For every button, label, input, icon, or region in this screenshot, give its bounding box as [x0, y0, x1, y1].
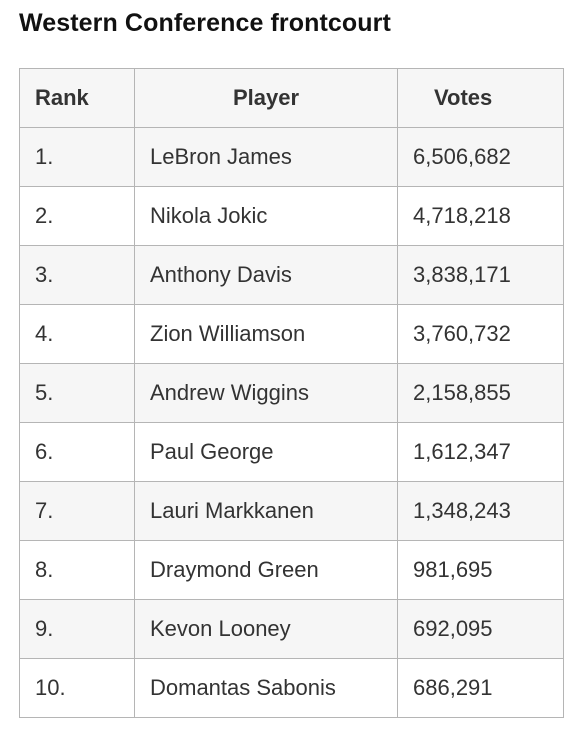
player-cell: LeBron James — [134, 127, 398, 187]
player-cell: Nikola Jokic — [134, 186, 398, 246]
votes-cell: 1,612,347 — [397, 422, 564, 482]
votes-cell: 686,291 — [397, 658, 564, 718]
column-header-rank: Rank — [19, 68, 135, 128]
table-row: 5. Andrew Wiggins 2,158,855 — [19, 363, 564, 423]
page-title: Western Conference frontcourt — [19, 9, 391, 37]
votes-cell: 2,158,855 — [397, 363, 564, 423]
votes-cell: 4,718,218 — [397, 186, 564, 246]
table-row: 7. Lauri Markkanen 1,348,243 — [19, 481, 564, 541]
player-cell: Draymond Green — [134, 540, 398, 600]
table-row: 4. Zion Williamson 3,760,732 — [19, 304, 564, 364]
player-cell: Kevon Looney — [134, 599, 398, 659]
player-cell: Andrew Wiggins — [134, 363, 398, 423]
player-cell: Paul George — [134, 422, 398, 482]
table-row: 8. Draymond Green 981,695 — [19, 540, 564, 600]
rank-cell: 10. — [19, 658, 135, 718]
column-header-votes: Votes — [397, 68, 564, 128]
player-cell: Anthony Davis — [134, 245, 398, 305]
table-row: 3. Anthony Davis 3,838,171 — [19, 245, 564, 305]
rank-cell: 3. — [19, 245, 135, 305]
votes-cell: 1,348,243 — [397, 481, 564, 541]
rank-cell: 9. — [19, 599, 135, 659]
votes-cell: 3,760,732 — [397, 304, 564, 364]
table-row: 1. LeBron James 6,506,682 — [19, 127, 564, 187]
votes-cell: 981,695 — [397, 540, 564, 600]
player-cell: Lauri Markkanen — [134, 481, 398, 541]
table-row: 9. Kevon Looney 692,095 — [19, 599, 564, 659]
rank-cell: 6. — [19, 422, 135, 482]
player-cell: Zion Williamson — [134, 304, 398, 364]
rank-cell: 8. — [19, 540, 135, 600]
rank-cell: 7. — [19, 481, 135, 541]
table-row: 2. Nikola Jokic 4,718,218 — [19, 186, 564, 246]
rank-cell: 4. — [19, 304, 135, 364]
column-header-player: Player — [134, 68, 398, 128]
header-row: Rank Player Votes — [19, 68, 564, 128]
votes-cell: 3,838,171 — [397, 245, 564, 305]
votes-cell: 6,506,682 — [397, 127, 564, 187]
table-row: 10. Domantas Sabonis 686,291 — [19, 658, 564, 718]
rank-cell: 1. — [19, 127, 135, 187]
rank-cell: 5. — [19, 363, 135, 423]
votes-table: Rank Player Votes 1. LeBron James 6,506,… — [19, 68, 564, 718]
rank-cell: 2. — [19, 186, 135, 246]
votes-cell: 692,095 — [397, 599, 564, 659]
player-cell: Domantas Sabonis — [134, 658, 398, 718]
table-row: 6. Paul George 1,612,347 — [19, 422, 564, 482]
